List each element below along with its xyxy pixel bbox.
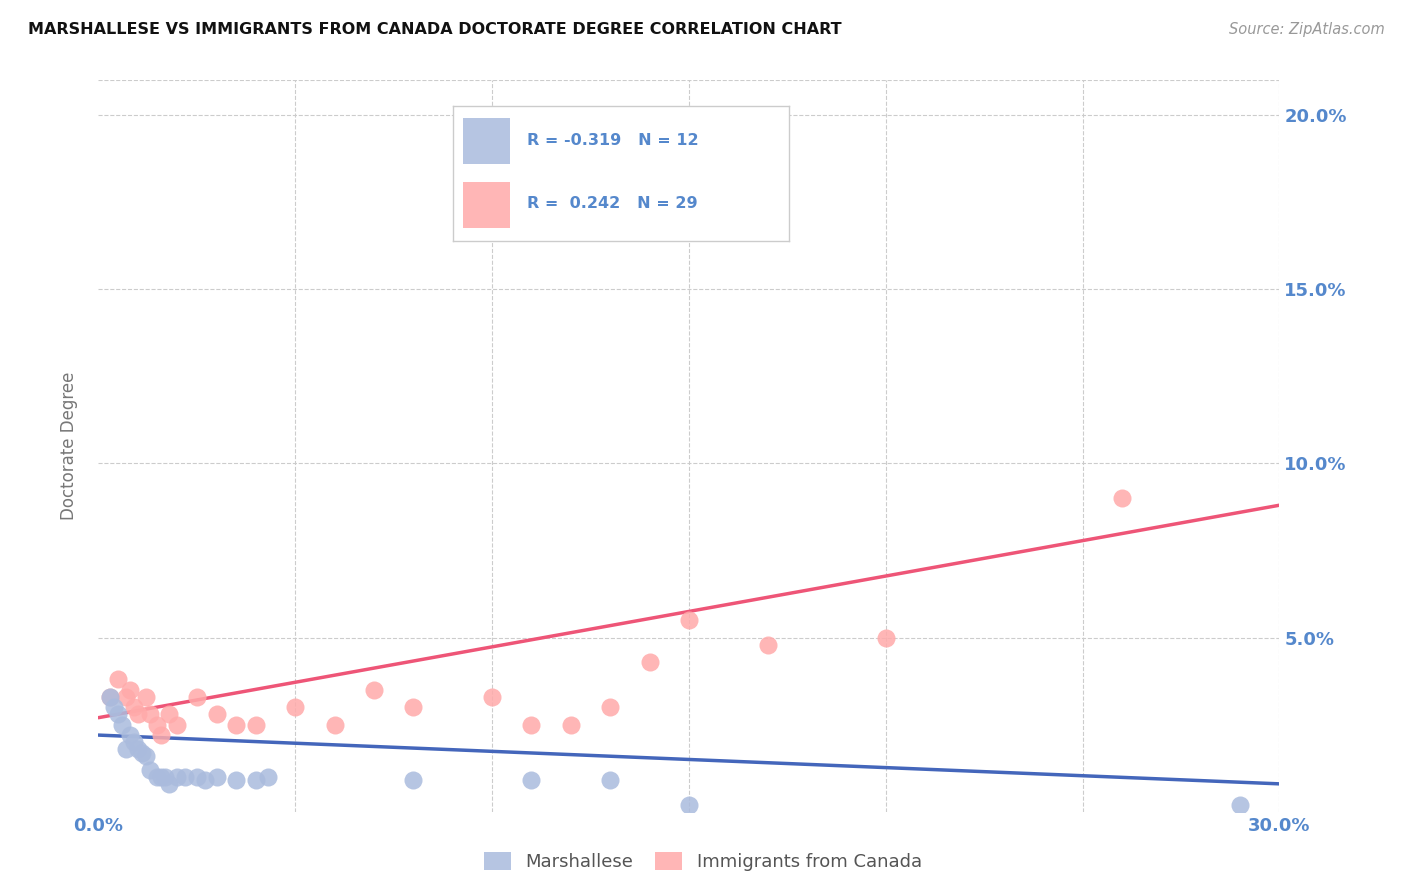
Text: Source: ZipAtlas.com: Source: ZipAtlas.com [1229,22,1385,37]
Y-axis label: Doctorate Degree: Doctorate Degree [60,372,79,520]
Text: MARSHALLESE VS IMMIGRANTS FROM CANADA DOCTORATE DEGREE CORRELATION CHART: MARSHALLESE VS IMMIGRANTS FROM CANADA DO… [28,22,842,37]
Legend: Marshallese, Immigrants from Canada: Marshallese, Immigrants from Canada [477,845,929,879]
